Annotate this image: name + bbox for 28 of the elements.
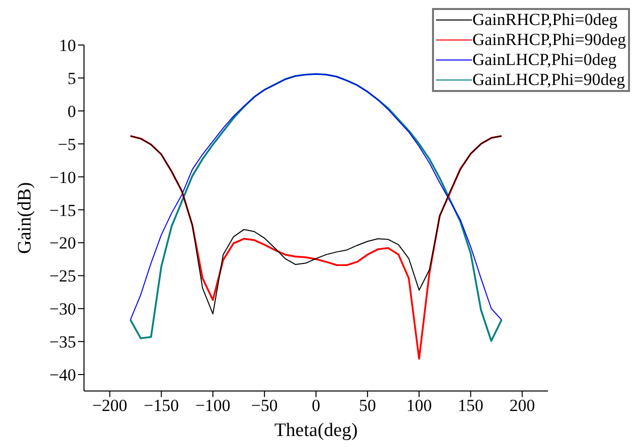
x-tick-label: −50 [251, 396, 278, 416]
y-tick-label: −10 [49, 168, 76, 187]
y-tick-label: 0 [68, 102, 76, 121]
x-tick-label: 200 [509, 396, 535, 416]
y-tick-label: −25 [49, 266, 76, 286]
y-tick-label: 5 [68, 68, 76, 88]
y-tick-label: −35 [49, 332, 76, 352]
x-tick-label: −150 [144, 396, 179, 416]
legend-label: GainRHCP,Phi=90deg [472, 30, 626, 50]
x-tick-label: −200 [92, 396, 128, 416]
x-tick-label: 100 [406, 396, 432, 416]
y-tick-label: −5 [58, 134, 76, 154]
legend-label: GainLHCP,Phi=0deg [472, 50, 617, 70]
x-tick-label: 150 [458, 396, 484, 416]
x-tick-label: 50 [359, 396, 376, 416]
x-axis-title: Theta(deg) [274, 420, 358, 441]
y-tick-label: −30 [49, 300, 76, 319]
legend-label: GainLHCP,Phi=90deg [472, 70, 626, 90]
line-series [130, 135, 502, 360]
y-tick-label: −20 [49, 234, 76, 253]
y-axis-title: Gain(dB) [14, 182, 36, 254]
legend-label: GainRHCP,Phi=0deg [472, 10, 618, 30]
x-tick-label: 0 [312, 396, 320, 416]
y-tick-label: 10 [59, 36, 76, 56]
y-tick-label: −15 [49, 200, 76, 220]
line-series [130, 135, 502, 314]
x-tick-label: −100 [195, 396, 230, 416]
y-tick-label: −40 [49, 366, 76, 385]
